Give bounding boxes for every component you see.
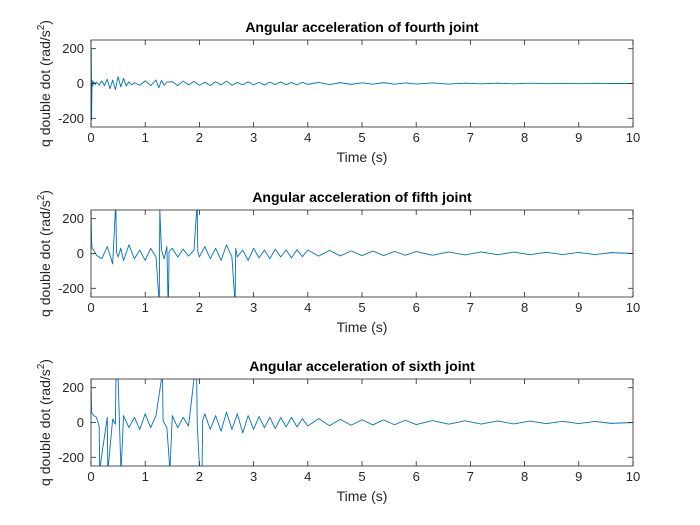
x-tick-label: 3: [250, 130, 257, 145]
plot-area: [91, 379, 633, 466]
x-tick-label: 7: [467, 469, 474, 484]
x-tick-label: 10: [626, 130, 640, 145]
x-tick-label: 4: [304, 130, 311, 145]
x-tick-label: 0: [87, 130, 94, 145]
series-line-1: [91, 379, 633, 466]
x-tick-label: 0: [87, 469, 94, 484]
x-tick-label: 2: [196, 130, 203, 145]
x-tick-label: 6: [413, 130, 420, 145]
x-tick-label: 9: [575, 469, 582, 484]
y-tick-label: -200: [58, 281, 84, 296]
x-tick-label: 6: [413, 469, 420, 484]
y-tick-label: 200: [62, 41, 84, 56]
x-tick-label: 4: [304, 469, 311, 484]
x-tick-label: 10: [626, 300, 640, 315]
y-axis-label: q double dot (rad/s2): [36, 359, 53, 486]
x-tick-label: 7: [467, 130, 474, 145]
y-tick-label: 0: [77, 246, 84, 261]
x-tick-label: 3: [250, 469, 257, 484]
y-tick-label: -200: [58, 111, 84, 126]
x-tick-label: 10: [626, 469, 640, 484]
x-tick-label: 9: [575, 130, 582, 145]
x-tick-label: 8: [521, 300, 528, 315]
y-tick-label: 200: [62, 380, 84, 395]
x-tick-label: 0: [87, 300, 94, 315]
y-tick-label: 200: [62, 211, 84, 226]
x-tick-label: 2: [196, 300, 203, 315]
x-tick-label: 2: [196, 469, 203, 484]
series-line-1: [91, 43, 633, 121]
y-axis-label: q double dot (rad/s2): [36, 20, 53, 147]
x-axis-label: Time (s): [337, 149, 388, 165]
x-tick-label: 1: [142, 469, 149, 484]
x-tick-label: 5: [358, 300, 365, 315]
chart-title: Angular acceleration of fourth joint: [245, 19, 479, 35]
y-tick-label: -200: [58, 450, 84, 465]
x-tick-label: 6: [413, 300, 420, 315]
x-tick-label: 7: [467, 300, 474, 315]
x-tick-label: 1: [142, 130, 149, 145]
x-tick-label: 3: [250, 300, 257, 315]
y-tick-label: 0: [77, 76, 84, 91]
series-line-1: [91, 210, 633, 297]
chart-title: Angular acceleration of fifth joint: [252, 189, 472, 205]
y-axis-label: q double dot (rad/s2): [36, 190, 53, 317]
x-tick-label: 9: [575, 300, 582, 315]
x-tick-label: 1: [142, 300, 149, 315]
y-tick-label: 0: [77, 415, 84, 430]
x-tick-label: 8: [521, 130, 528, 145]
x-axis-label: Time (s): [337, 319, 388, 335]
x-tick-label: 5: [358, 130, 365, 145]
x-tick-label: 8: [521, 469, 528, 484]
x-tick-label: 4: [304, 300, 311, 315]
x-axis-label: Time (s): [337, 488, 388, 504]
plot-area: [91, 210, 633, 297]
chart-title: Angular acceleration of sixth joint: [249, 358, 475, 374]
x-tick-label: 5: [358, 469, 365, 484]
